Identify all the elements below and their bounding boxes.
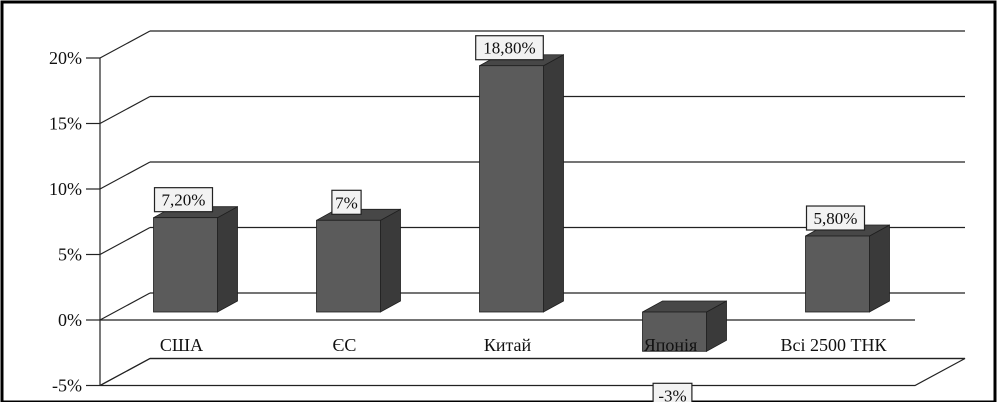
svg-text:18,80%: 18,80% (483, 39, 535, 58)
y-tick-label: -5% (52, 376, 82, 396)
bar (153, 206, 238, 313)
x-tick-label: Японія (644, 335, 698, 355)
x-tick-label: Китай (484, 335, 532, 355)
data-label: -3% (652, 382, 693, 402)
x-tick-label: ЄС (333, 335, 357, 355)
data-labels: 7,20% 7% 18,80% -3% 5,80% (153, 35, 866, 402)
x-tick-label: Всі 2500 ТНК (781, 335, 888, 355)
y-tick-label: 20% (49, 48, 82, 68)
bar (805, 224, 890, 313)
y-tick-label: 5% (58, 245, 82, 265)
floor (99, 357, 966, 387)
category-labels: США ЄС Китай Японія Всі 2500 ТНК (160, 335, 888, 355)
data-label: 7,20% (153, 187, 214, 213)
y-axis-ticks: -5% 0% 5% 10% 15% 20% (49, 48, 100, 396)
bar (316, 208, 401, 313)
y-tick-label: 10% (49, 179, 82, 199)
svg-text:-3%: -3% (658, 386, 686, 402)
data-label: 5,80% (805, 205, 866, 231)
data-label: 18,80% (475, 35, 544, 61)
gridline (99, 30, 965, 59)
y-tick-label: 0% (58, 310, 82, 330)
x-tick-label: США (160, 335, 203, 355)
svg-text:7%: 7% (335, 193, 358, 212)
bar (479, 54, 564, 313)
svg-text:7,20%: 7,20% (162, 191, 206, 210)
y-tick-label: 15% (49, 114, 82, 134)
data-label: 7% (331, 189, 362, 215)
svg-text:5,80%: 5,80% (814, 209, 858, 228)
bar (642, 300, 727, 352)
